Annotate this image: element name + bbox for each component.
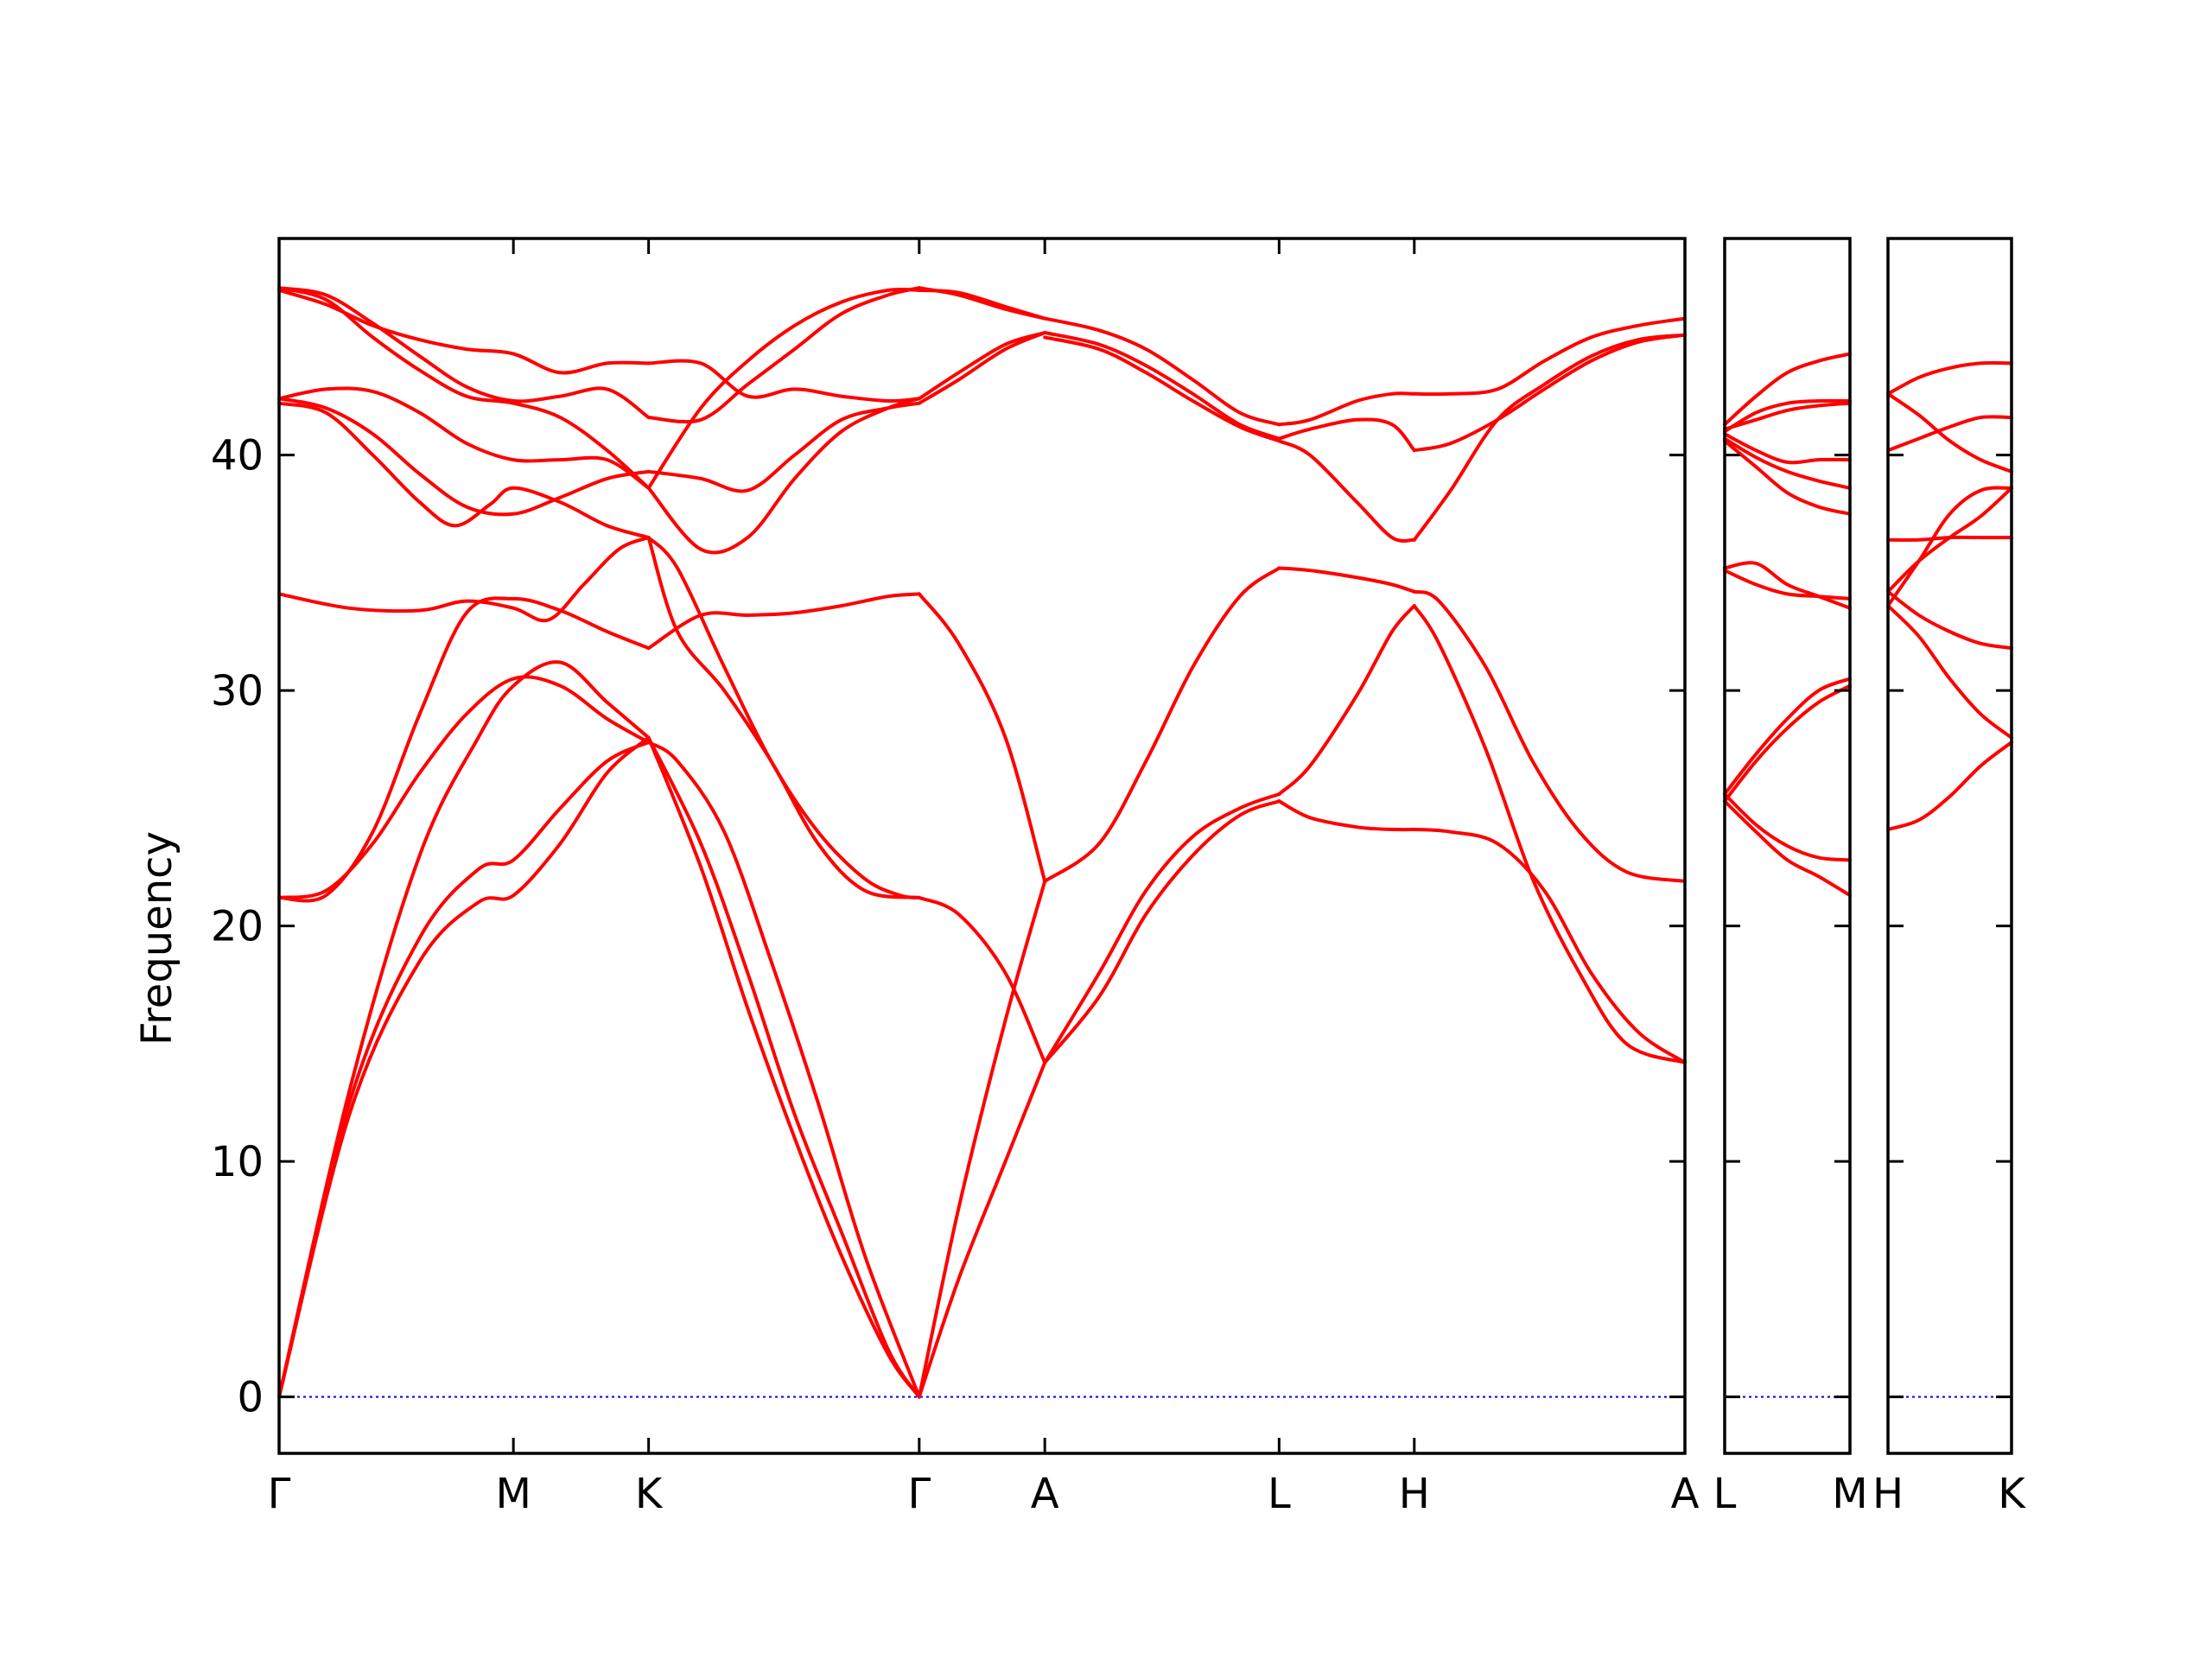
band-line [1723,432,1852,465]
band-line [1723,683,1852,804]
band-line [1277,439,1416,543]
band-line [646,592,921,651]
band-line [1043,792,1281,1065]
band-line [646,286,921,424]
band-line [1277,566,1416,594]
plot-frame [1723,237,1852,1455]
x-tick-label: K [1998,1470,2026,1518]
band-line [1886,391,2013,474]
band-line [1886,741,2013,831]
band-line [277,675,651,899]
band-line [277,397,651,517]
band-line [1412,604,1687,1065]
band-line [917,1060,1047,1399]
band-line [1043,331,1281,441]
x-tick-label: K [635,1470,664,1518]
band-line [277,741,651,1399]
band-line [646,741,921,1399]
band-line [917,895,1047,1065]
y-axis-label: Frequency [133,831,181,1046]
band-line [1723,436,1852,490]
band-line [917,331,1047,401]
band-line [1723,561,1852,610]
band-line [1043,566,1281,883]
band-line [277,288,651,375]
x-tick-label: H [1399,1470,1430,1518]
band-line [1886,589,2013,651]
band-line [1412,333,1687,453]
band-line [1723,352,1852,427]
x-tick-label: A [1671,1470,1700,1518]
y-tick-label: 30 [211,667,264,715]
band-line [277,401,651,540]
band-line [1886,361,2013,396]
band-line [1723,677,1852,797]
band-line [1412,333,1687,542]
band-line [1886,604,2013,740]
band-line [1277,391,1416,427]
band-line [646,401,921,493]
y-tick-label: 40 [211,432,264,480]
band-line [1043,799,1281,1065]
plot-frame [1886,237,2013,1455]
band-line [917,592,1047,883]
band-line [1277,799,1416,832]
band-line [277,386,651,490]
x-tick-label: L [1268,1470,1291,1518]
band-line [1043,316,1281,427]
band-line [277,735,651,1399]
x-tick-label: A [1031,1470,1059,1518]
band-line [1723,401,1852,431]
band-line [277,536,651,623]
band-line [1723,799,1852,898]
band-line [646,359,921,404]
x-tick-label: M [1832,1470,1867,1518]
band-line [277,596,651,903]
x-tick-label: H [1872,1470,1904,1518]
band-line [1723,398,1852,434]
band-line [1723,439,1852,516]
band-line [1412,589,1687,883]
band-line [1412,827,1687,1065]
band-line [277,286,651,420]
band-line [1412,316,1687,397]
band-line [917,879,1047,1399]
y-tick-label: 10 [211,1138,264,1186]
band-line [646,735,921,1399]
plot-frame [277,237,1687,1455]
band-line [646,397,921,555]
x-tick-label: Γ [907,1470,931,1518]
band-line [1723,569,1852,601]
band-line [917,331,1047,405]
panel-1: 0 10 20 30 40 Γ M K Γ A L H A [211,237,1700,1518]
x-tick-label: Γ [268,1470,291,1518]
x-tick-label: M [495,1470,531,1518]
y-tick-label: 20 [211,903,264,951]
y-tick-label: 0 [237,1374,264,1422]
band-line [1277,604,1416,797]
band-line [1277,417,1416,453]
band-line [1723,792,1852,862]
band-line [1043,335,1281,443]
band-line [917,288,1047,321]
band-line [1886,535,2013,542]
band-line [1886,415,2013,453]
band-line [646,536,921,899]
band-line [1886,486,2013,608]
band-line [646,536,921,899]
band-line [646,735,921,1399]
band-line [646,287,921,490]
x-tick-label: L [1713,1470,1737,1518]
